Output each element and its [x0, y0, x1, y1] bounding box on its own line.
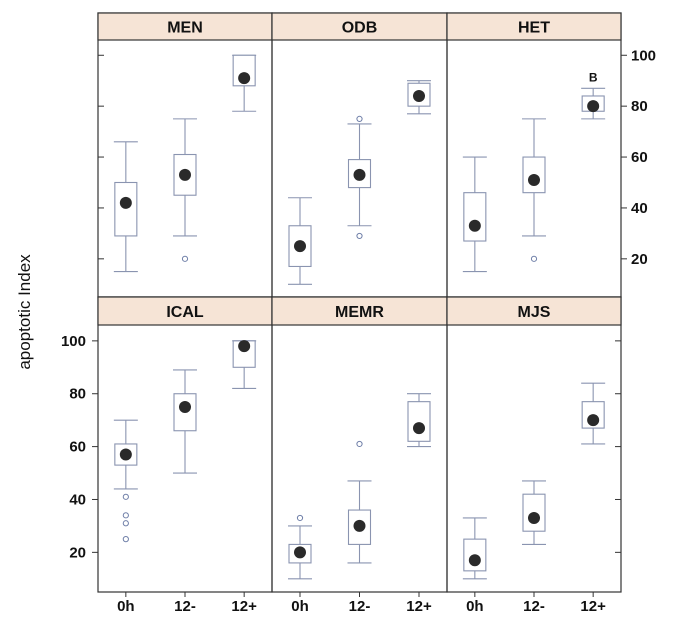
median-dot: [528, 173, 540, 186]
x-tick-label: 0h: [291, 598, 309, 615]
median-dot: [119, 448, 132, 461]
x-tick-label: 12+: [231, 598, 257, 615]
median-dot: [468, 219, 481, 232]
outlier-point: [356, 115, 363, 122]
y-tick-label: 80: [631, 98, 648, 115]
y-tick-label: 40: [631, 200, 648, 217]
y-tick-label: 100: [631, 47, 656, 64]
x-tick-label: 12+: [406, 598, 432, 615]
y-tick-label: 20: [69, 544, 86, 561]
median-dot: [413, 89, 425, 102]
y-tick-label: 60: [631, 149, 648, 166]
median-dot: [353, 519, 366, 532]
y-tick-label: 80: [69, 386, 86, 403]
panel-annotation: B: [589, 70, 598, 84]
x-tick-label: 12-: [174, 598, 196, 615]
panel-strip: [446, 296, 622, 326]
outlier-point: [181, 255, 189, 262]
median-dot: [468, 554, 481, 567]
y-axis-title: apoptotic Index: [15, 254, 34, 370]
median-dot: [413, 422, 425, 435]
outlier-point: [122, 520, 129, 527]
outlier-point: [530, 255, 538, 262]
median-dot: [528, 511, 540, 524]
median-dot: [238, 340, 251, 353]
median-dot: [587, 100, 600, 113]
x-tick-label: 0h: [117, 598, 135, 615]
outlier-point: [356, 440, 363, 448]
y-tick-label: 20: [631, 251, 648, 268]
panel-strip: [446, 12, 622, 41]
panel-strip: [97, 296, 273, 326]
median-dot: [238, 72, 251, 85]
panel-title: ODB: [342, 20, 378, 37]
x-tick-label: 0h: [466, 598, 484, 615]
panel-title: MEN: [167, 20, 203, 37]
box: [114, 181, 138, 237]
outlier-point: [356, 232, 363, 240]
x-tick-label: 12+: [580, 598, 606, 615]
panel-title: MEMR: [335, 304, 384, 321]
median-dot: [353, 168, 366, 181]
outlier-point: [122, 536, 129, 543]
panel-title: HET: [518, 20, 550, 37]
box: [407, 401, 431, 442]
y-tick-label: 60: [69, 439, 86, 456]
median-dot: [587, 414, 600, 427]
panel-strip: [271, 296, 448, 326]
median-dot: [294, 240, 306, 253]
x-tick-label: 12-: [349, 598, 371, 615]
y-tick-label: 40: [69, 491, 86, 508]
outlier-point: [296, 514, 304, 522]
y-tick-label: 100: [61, 333, 86, 350]
panel-strip: [97, 12, 273, 41]
box: [463, 192, 487, 242]
median-dot: [179, 168, 191, 181]
median-dot: [294, 546, 306, 559]
panel-title: ICAL: [166, 304, 204, 321]
median-dot: [179, 400, 191, 413]
x-tick-label: 12-: [523, 598, 545, 615]
median-dot: [119, 196, 132, 209]
outlier-point: [122, 512, 129, 519]
outlier-point: [122, 493, 129, 500]
panel-title: MJS: [518, 304, 551, 321]
